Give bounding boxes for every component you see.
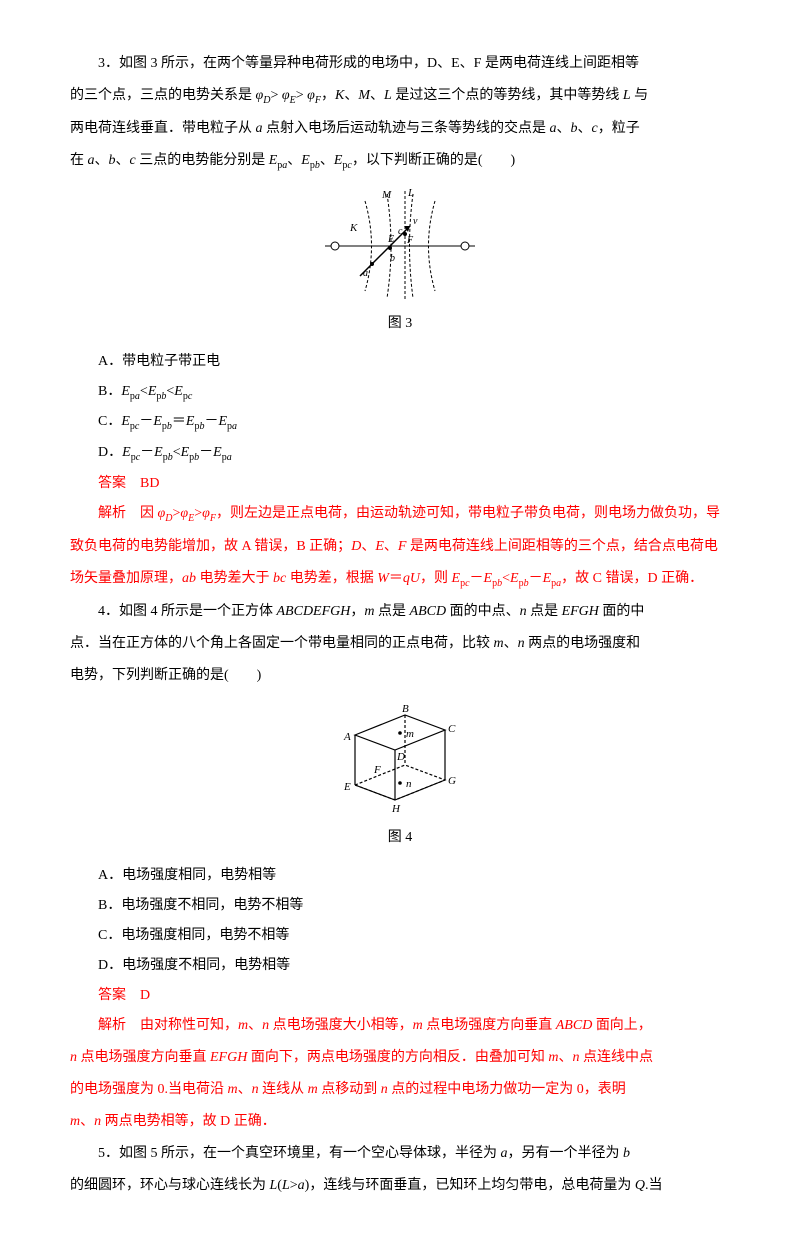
q3-option-a: A．带电粒子带正电 <box>70 348 730 376</box>
svg-text:M: M <box>381 189 392 201</box>
svg-text:n: n <box>406 778 412 790</box>
svg-text:v: v <box>413 216 418 227</box>
q3-analysis: 致负电荷的电势能增加，故 A 错误，B 正确；D、E、F 是两电荷连线上间距相等… <box>70 533 730 561</box>
figure-3-caption: 图 3 <box>70 310 730 338</box>
figure-3: K M L E F a b c v 图 3 <box>70 186 730 338</box>
svg-text:m: m <box>406 728 414 740</box>
q4-option-a: A．电场强度相同，电势相等 <box>70 862 730 890</box>
q4-text: 4．如图 4 所示是一个正方体 ABCDEFGH，m 点是 ABCD 面的中点、… <box>70 598 730 626</box>
svg-text:K: K <box>349 222 358 234</box>
q4-answer: 答案 D <box>70 982 730 1010</box>
q3-option-c: C．Epc－Epb＝Epb－Epa <box>70 408 730 437</box>
q3-text: 3．如图 3 所示，在两个等量异种电荷形成的电场中，D、E、F 是两电荷连线上间… <box>70 50 730 78</box>
svg-text:G: G <box>448 775 456 787</box>
svg-text:H: H <box>391 803 401 815</box>
svg-text:c: c <box>398 226 403 237</box>
figure-4: A B C D E F G H m n 图 4 <box>70 700 730 852</box>
q4-analysis: n 点电场强度方向垂直 EFGH 面向下，两点电场强度的方向相反．由叠加可知 m… <box>70 1044 730 1072</box>
q3-text: 两电荷连线垂直．带电粒子从 a 点射入电场后运动轨迹与三条等势线的交点是 a、b… <box>70 115 730 143</box>
svg-text:b: b <box>390 253 395 264</box>
svg-text:E: E <box>343 781 351 793</box>
q3-answer: 答案 BD <box>70 470 730 498</box>
svg-text:B: B <box>402 703 409 715</box>
q3-analysis: 解析 因 φD>φE>φF，则左边是正点电荷，由运动轨迹可知，带电粒子带负电荷，… <box>70 500 730 529</box>
q4-analysis: 解析 由对称性可知，m、n 点电场强度大小相等，m 点电场强度方向垂直 ABCD… <box>70 1012 730 1040</box>
svg-text:F: F <box>406 235 414 246</box>
q4-text: 点．当在正方体的八个角上各固定一个带电量相同的正点电荷，比较 m、n 两点的电场… <box>70 630 730 658</box>
q4-analysis: 的电场强度为 0.当电荷沿 m、n 连线从 m 点移动到 n 点的过程中电场力做… <box>70 1076 730 1104</box>
q4-option-d: D．电场强度不相同，电势相等 <box>70 952 730 980</box>
q4-text: 电势，下列判断正确的是( ) <box>70 662 730 690</box>
q4-option-b: B．电场强度不相同，电势不相等 <box>70 892 730 920</box>
q5-text: 的细圆环，环心与球心连线长为 L(L>a)，连线与环面垂直，已知环上均匀带电，总… <box>70 1172 730 1200</box>
svg-text:A: A <box>343 731 351 743</box>
q3-text: 在 a、b、c 三点的电势能分别是 Epa、Epb、Epc，以下判断正确的是( … <box>70 147 730 176</box>
q4-option-c: C．电场强度相同，电势不相等 <box>70 922 730 950</box>
svg-text:C: C <box>448 723 456 735</box>
q3-text: 的三个点，三点的电势关系是 φD> φE> φF，K、M、L 是过这三个点的等势… <box>70 82 730 111</box>
svg-text:L: L <box>407 187 414 199</box>
q4-analysis: m、n 两点电势相等，故 D 正确． <box>70 1108 730 1136</box>
svg-text:F: F <box>373 764 381 776</box>
q5-text: 5．如图 5 所示，在一个真空环境里，有一个空心导体球，半径为 a，另有一个半径… <box>70 1140 730 1168</box>
svg-text:a: a <box>363 268 368 279</box>
figure-4-caption: 图 4 <box>70 824 730 852</box>
svg-text:D: D <box>396 751 405 763</box>
q3-analysis: 场矢量叠加原理，ab 电势差大于 bc 电势差，根据 W＝qU，则 Epc－Ep… <box>70 565 730 594</box>
svg-text:E: E <box>387 234 394 245</box>
q3-option-b: B．Epa<Epb<Epc <box>70 378 730 407</box>
q3-option-d: D．Epc－Epb<Epb－Epa <box>70 439 730 468</box>
